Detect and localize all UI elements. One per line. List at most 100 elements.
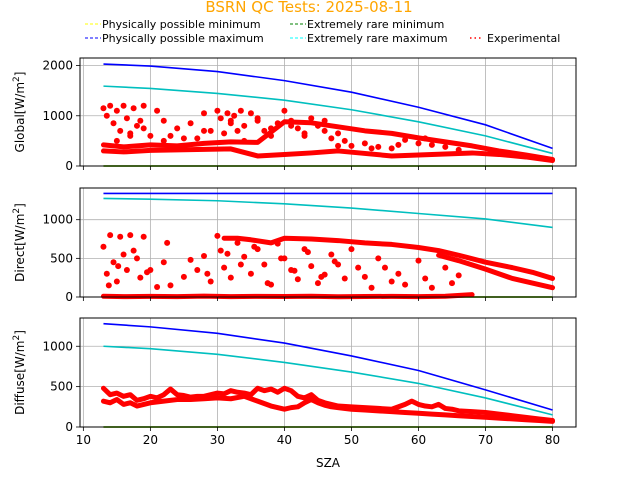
experimental-point	[105, 282, 112, 289]
panels: 010002000Global[W/m2]05001000Direct[W/m2…	[12, 57, 577, 447]
experimental-point	[110, 259, 117, 266]
experimental-point	[314, 122, 321, 129]
experimental-trace	[100, 393, 556, 424]
experimental-point	[388, 145, 395, 152]
experimental-point	[237, 107, 244, 114]
experimental-point	[294, 276, 301, 283]
experimental-point	[368, 145, 375, 152]
experimental-point	[247, 270, 254, 277]
experimental-point	[140, 233, 147, 240]
experimental-point	[455, 272, 462, 279]
legend-entry-extremely-rare-maximum: Extremely rare maximum	[290, 32, 448, 45]
y-tick-label: 500	[50, 251, 73, 265]
series-physically-possible-maximum	[103, 63, 553, 150]
panel-global: 0 1000 2000 Global[W/m2]	[12, 57, 577, 173]
experimental-point	[201, 253, 207, 260]
experimental-point	[123, 266, 130, 273]
experimental-point	[321, 117, 328, 124]
experimental-point	[274, 120, 281, 127]
panel-direct: 0 500 1000 Direct[W/m2]	[12, 187, 577, 304]
experimental-point	[328, 135, 335, 142]
legend-label: Experimental	[487, 32, 560, 45]
experimental-point	[331, 258, 338, 265]
experimental-series	[100, 232, 556, 300]
experimental-point	[455, 146, 462, 153]
experimental-point	[110, 120, 117, 127]
experimental-point	[304, 249, 311, 256]
legend-label: Extremely rare maximum	[307, 32, 448, 45]
series-extremely-rare-maximum	[103, 85, 553, 155]
experimental-point	[335, 130, 342, 137]
experimental-point	[113, 137, 120, 144]
experimental-point	[117, 127, 124, 134]
experimental-point	[137, 274, 144, 281]
experimental-point	[174, 125, 181, 132]
experimental-point	[204, 270, 211, 277]
experimental-trace	[100, 119, 556, 162]
y-tick-label: 1000	[42, 109, 73, 123]
experimental-point	[127, 232, 134, 239]
experimental-point	[442, 264, 449, 271]
experimental-point	[147, 132, 154, 139]
experimental-point	[261, 261, 268, 268]
experimental-point	[234, 127, 241, 134]
experimental-point	[180, 273, 187, 280]
experimental-point	[167, 282, 174, 289]
axes-frame	[79, 317, 577, 428]
experimental-point	[341, 275, 348, 282]
experimental-point	[113, 107, 120, 114]
experimental-point	[130, 105, 137, 112]
x-axis-label: SZA	[316, 456, 341, 470]
experimental-point	[180, 135, 187, 142]
experimental-point	[154, 283, 161, 290]
experimental-point	[140, 125, 147, 132]
experimental-point	[100, 243, 107, 250]
experimental-point	[201, 110, 207, 117]
legend-label: Physically possible maximum	[102, 32, 264, 45]
legend-entry-physically-possible-maximum: Physically possible maximum	[85, 32, 264, 45]
experimental-point	[294, 125, 301, 132]
experimental-point	[428, 141, 435, 148]
experimental-point	[120, 251, 127, 258]
experimental-trace	[100, 385, 556, 424]
experimental-series	[100, 385, 556, 424]
experimental-point	[107, 232, 114, 239]
experimental-point	[207, 278, 214, 285]
experimental-point	[237, 261, 244, 268]
experimental-point	[160, 137, 167, 144]
experimental-point	[167, 132, 174, 139]
experimental-point	[154, 107, 161, 114]
experimental-point	[308, 115, 315, 122]
x-tick-label: 30	[210, 433, 225, 447]
experimental-point	[422, 135, 429, 142]
experimental-point	[100, 105, 107, 112]
experimental-point	[227, 274, 234, 281]
y-tick-label: 2000	[42, 59, 73, 73]
x-tick-label: 20	[143, 433, 158, 447]
x-tick-label: 80	[545, 433, 560, 447]
experimental-point	[335, 142, 342, 149]
experimental-point	[130, 247, 137, 254]
experimental-point	[395, 141, 402, 148]
experimental-series	[100, 102, 556, 163]
experimental-point	[254, 115, 261, 122]
experimental-point	[241, 137, 248, 144]
y-tick-label: 0	[65, 420, 73, 434]
experimental-point	[278, 255, 285, 262]
experimental-point	[422, 275, 429, 282]
experimental-point	[251, 243, 258, 250]
experimental-point	[113, 278, 120, 285]
experimental-point	[234, 239, 241, 246]
y-tick-label: 0	[65, 290, 73, 304]
experimental-point	[395, 270, 402, 277]
y-axis-label: Direct[W/m2]	[12, 203, 27, 282]
experimental-point	[123, 115, 130, 122]
experimental-point	[194, 266, 201, 273]
experimental-point	[361, 140, 368, 147]
y-tick-label: 0	[65, 159, 73, 173]
experimental-point	[217, 247, 224, 254]
x-tick-label: 70	[478, 433, 493, 447]
experimental-point	[247, 110, 254, 117]
y-axis-label: Diffuse[W/m2]	[12, 330, 27, 415]
legend: Physically possible minimum Extremely ra…	[85, 18, 560, 45]
